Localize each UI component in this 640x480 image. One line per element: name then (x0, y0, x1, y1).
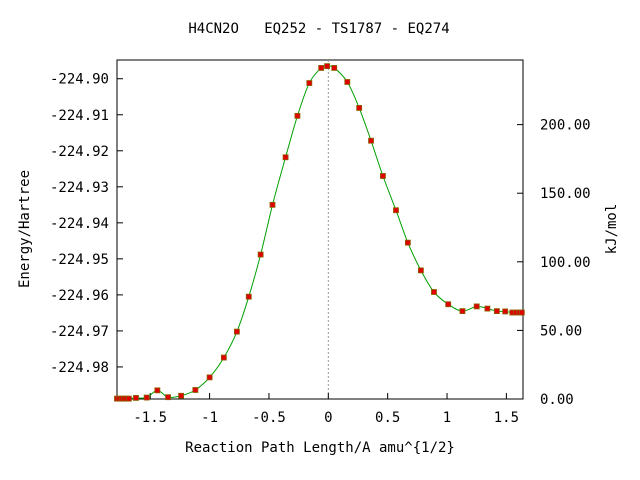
data-point (294, 112, 301, 119)
data-point (178, 392, 185, 399)
y2-tick-label: 0.00 (540, 392, 574, 408)
data-point (324, 63, 331, 70)
y2-tick-label: 100.00 (540, 255, 591, 271)
data-point (220, 354, 227, 361)
data-point (418, 267, 424, 274)
y-tick-label: -224.94 (50, 216, 109, 232)
y-tick-label: -224.91 (50, 108, 109, 124)
x-tick-label: -0.5 (252, 410, 286, 426)
data-point (257, 251, 264, 258)
chart-title: H4CN2O EQ252 - TS1787 - EQ274 (188, 21, 449, 37)
y-axis-kjmol: 0.00 50.00 100.00 150.00 200.00 (517, 118, 591, 408)
y-tick-label: -224.98 (50, 360, 109, 376)
x-tick-label: 0 (324, 410, 332, 426)
data-point (518, 309, 525, 316)
x-axis: -1.5 -1 -0.5 0 0.5 1 1.5 (133, 393, 519, 426)
data-point (192, 387, 199, 393)
data-point (344, 79, 351, 85)
data-point (165, 394, 171, 401)
data-point (459, 308, 466, 315)
data-point (269, 201, 276, 208)
x-tick-label: -1 (201, 410, 218, 426)
data-point (473, 303, 480, 310)
data-point (404, 239, 411, 246)
data-point (484, 305, 491, 312)
data-point (245, 293, 252, 300)
plot-frame (116, 59, 524, 400)
x-tick-label: 1 (443, 410, 451, 426)
data-point (154, 387, 161, 394)
y-tick-label: -224.95 (50, 252, 109, 268)
y2-tick-label: 200.00 (540, 118, 591, 134)
data-point (206, 374, 213, 381)
data-point (143, 394, 150, 401)
data-point (393, 207, 399, 214)
data-point (368, 137, 374, 144)
data-point (282, 154, 289, 161)
y-tick-label: -224.97 (50, 324, 109, 340)
y-tick-label: -224.90 (50, 72, 109, 88)
y2-axis-label: kJ/mol (604, 204, 620, 255)
y-tick-label: -224.96 (50, 288, 109, 304)
data-point (133, 395, 139, 401)
data-point (380, 173, 386, 179)
y-tick-label: -224.93 (50, 180, 109, 196)
y2-tick-label: 50.00 (540, 323, 582, 339)
data-point (125, 395, 132, 402)
data-point (356, 105, 363, 111)
data-point (331, 65, 338, 71)
data-point (502, 308, 509, 315)
x-tick-label: 1.5 (494, 410, 519, 426)
x-tick-label: 0.5 (375, 410, 400, 426)
y2-tick-label: 150.00 (540, 186, 591, 202)
data-point (493, 308, 500, 315)
data-point (306, 80, 313, 86)
series-markers (114, 63, 525, 402)
y-axis-energy: -224.90 -224.91 -224.92 -224.93 -224.94 -224.… (50, 72, 123, 376)
y-axis-label: Energy/Hartree (17, 170, 33, 288)
series-line (117, 65, 522, 400)
data-point (233, 328, 240, 335)
data-point (445, 301, 452, 308)
data-point (431, 289, 437, 295)
y-tick-label: -224.92 (50, 144, 109, 160)
x-tick-label: -1.5 (133, 410, 167, 426)
x-axis-label: Reaction Path Length/A amu^{1/2} (185, 440, 455, 456)
data-point (318, 65, 325, 71)
